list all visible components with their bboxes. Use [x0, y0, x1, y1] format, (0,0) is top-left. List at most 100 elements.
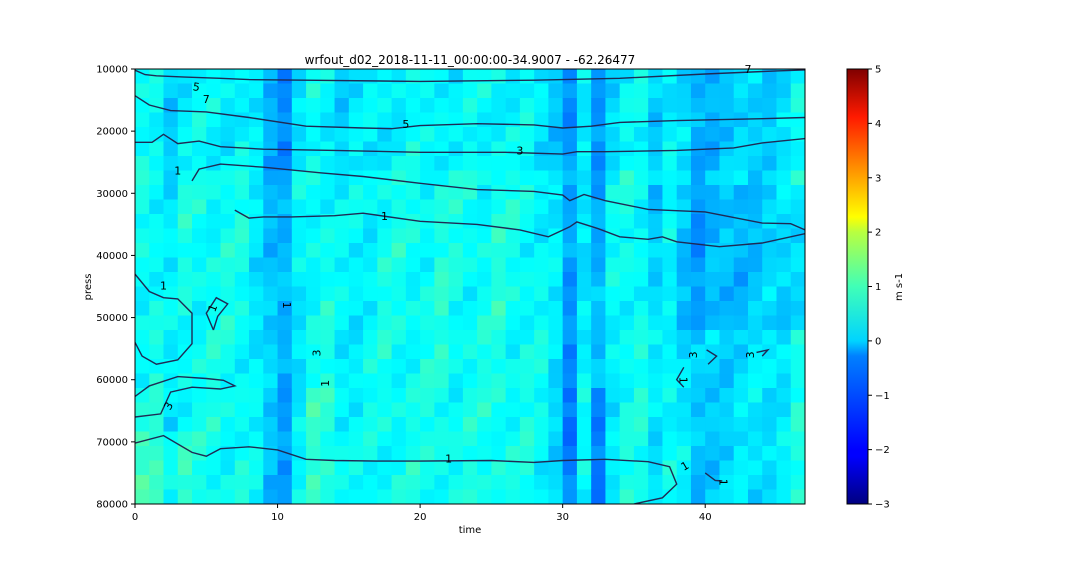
heatmap-cell: [363, 446, 378, 462]
heatmap-cell: [619, 388, 635, 404]
heatmap-cell: [491, 417, 507, 433]
heatmap-cell: [477, 359, 492, 375]
heatmap-cell: [619, 272, 635, 288]
heatmap-cell: [648, 388, 664, 404]
heatmap-cell: [377, 156, 393, 172]
heatmap-cell: [220, 141, 236, 157]
heatmap-cell: [291, 475, 307, 491]
heatmap-cell: [348, 243, 364, 259]
heatmap-cell: [733, 330, 749, 346]
heatmap-cell: [619, 301, 635, 317]
heatmap-cell: [790, 83, 805, 99]
heatmap-cell: [206, 489, 222, 504]
heatmap-cell: [462, 301, 478, 317]
heatmap-cell: [548, 301, 564, 317]
heatmap-cell: [234, 214, 250, 230]
heatmap-cell: [420, 286, 435, 302]
heatmap-cell: [776, 489, 792, 504]
heatmap-cell: [491, 460, 507, 476]
heatmap-cell: [135, 199, 150, 215]
heatmap-cell: [377, 286, 393, 302]
heatmap-cell: [377, 489, 393, 504]
heatmap-cell: [206, 214, 222, 230]
heatmap-cell: [519, 243, 535, 259]
colorbar-gradient: [846, 68, 869, 505]
heatmap-cell: [391, 359, 407, 375]
heatmap-cell: [348, 214, 364, 230]
heatmap-cell: [505, 185, 521, 201]
heatmap-cell: [705, 83, 721, 99]
contour-line-1: [704, 472, 723, 482]
heatmap-cell: [491, 98, 507, 114]
heatmap-cell: [206, 272, 222, 288]
heatmap-cell: [562, 431, 578, 447]
heatmap-cell: [676, 141, 692, 157]
heatmap-cell: [633, 460, 649, 476]
heatmap-cell: [519, 185, 535, 201]
heatmap-cell: [206, 156, 222, 172]
heatmap-cell: [576, 446, 592, 462]
heatmap-cell: [391, 446, 407, 462]
heatmap-cell: [477, 127, 492, 143]
heatmap-cell: [676, 330, 692, 346]
heatmap-cell: [705, 257, 721, 273]
heatmap-cell: [249, 301, 264, 317]
heatmap-cell: [762, 257, 778, 273]
heatmap-cell: [177, 330, 193, 346]
heatmap-cell: [405, 373, 421, 389]
heatmap-cell: [562, 243, 578, 259]
heatmap-cell: [662, 359, 678, 375]
heatmap-cell: [291, 344, 307, 360]
heatmap-cell: [705, 315, 721, 331]
heatmap-cell: [719, 141, 735, 157]
heatmap-cell: [747, 301, 763, 317]
heatmap-cell: [690, 489, 706, 504]
heatmap-cell: [605, 344, 621, 360]
heatmap-cell: [690, 431, 706, 447]
heatmap-cell: [249, 185, 264, 201]
heatmap-cell: [733, 286, 749, 302]
heatmap-cell: [192, 460, 207, 476]
heatmap-cell: [534, 228, 550, 244]
heatmap-cell: [149, 228, 165, 244]
heatmap-cell: [177, 185, 193, 201]
heatmap: [135, 69, 805, 504]
heatmap-cell: [206, 359, 222, 375]
heatmap-cell: [548, 69, 564, 85]
heatmap-cell: [619, 243, 635, 259]
colorbar-tick-label: 3: [875, 173, 881, 184]
heatmap-cell: [576, 170, 592, 186]
heatmap-cell: [277, 185, 293, 201]
heatmap-cell: [149, 330, 165, 346]
heatmap-cell: [377, 330, 393, 346]
contour-line-1: [205, 296, 229, 331]
heatmap-cell: [163, 156, 179, 172]
heatmap-cell: [605, 388, 621, 404]
heatmap-cell: [177, 156, 193, 172]
heatmap-cell: [548, 344, 564, 360]
heatmap-cell: [719, 228, 735, 244]
heatmap-cell: [633, 402, 649, 418]
heatmap-cell: [448, 141, 464, 157]
heatmap-cell: [405, 214, 421, 230]
heatmap-cell: [534, 257, 550, 273]
heatmap-cell: [206, 431, 222, 447]
heatmap-cell: [477, 199, 492, 215]
heatmap-cell: [505, 330, 521, 346]
heatmap-cell: [277, 170, 293, 186]
heatmap-cell: [776, 373, 792, 389]
heatmap-cell: [719, 98, 735, 114]
heatmap-cell: [348, 388, 364, 404]
heatmap-cell: [291, 228, 307, 244]
heatmap-cell: [249, 272, 264, 288]
heatmap-cell: [633, 344, 649, 360]
heatmap-cell: [220, 272, 236, 288]
heatmap-cell: [605, 127, 621, 143]
heatmap-cell: [177, 315, 193, 331]
heatmap-cell: [662, 475, 678, 491]
heatmap-cell: [377, 315, 393, 331]
heatmap-cell: [534, 373, 550, 389]
heatmap-cell: [163, 460, 179, 476]
heatmap-cell: [249, 228, 264, 244]
heatmap-cell: [206, 301, 222, 317]
